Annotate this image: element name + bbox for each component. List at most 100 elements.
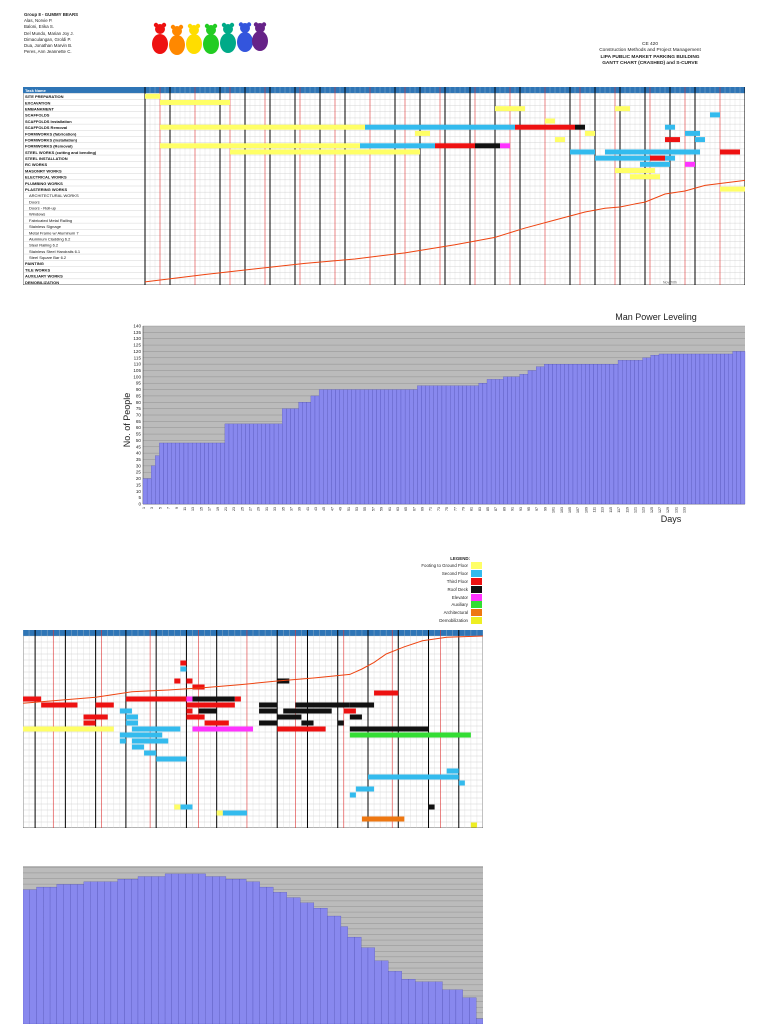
gantt-bar <box>160 99 230 105</box>
bar <box>519 374 524 505</box>
bar <box>259 886 267 1024</box>
gantt-bar <box>160 143 360 149</box>
x-tick-label: 3 <box>150 507 154 509</box>
bar <box>354 936 362 1024</box>
gantt-bar <box>131 726 181 732</box>
legend-label: Footing to Ground Floor <box>421 563 468 569</box>
gantt-bar <box>475 143 500 149</box>
task-name: EMBANKMENT <box>25 107 54 112</box>
bar <box>511 376 516 505</box>
y-tick-label: 80 <box>136 400 142 405</box>
x-tick-label: 83 <box>478 507 482 511</box>
task-name: DEMOBILIZATION <box>25 280 59 285</box>
bar <box>232 879 240 1024</box>
gantt-bar <box>555 137 565 143</box>
task-name: PLUMBING WORKS <box>25 181 63 186</box>
bar <box>572 364 578 505</box>
bar <box>658 353 664 505</box>
course-name: Construction Methods and Project Managem… <box>599 48 701 54</box>
gantt-bar <box>160 124 365 130</box>
x-tick-label: 11 <box>183 507 187 511</box>
gantt-bar <box>470 822 477 828</box>
gantt-bar <box>283 708 332 714</box>
x-tick-label: 13 <box>191 507 195 511</box>
x-tick-label: 97 <box>535 507 539 511</box>
bar <box>124 879 132 1024</box>
bar <box>110 881 118 1024</box>
bar <box>441 385 447 505</box>
bar <box>597 364 602 505</box>
bar <box>359 389 365 505</box>
bar <box>476 1018 483 1024</box>
bar <box>318 389 324 505</box>
x-tick-label: 93 <box>519 507 523 511</box>
x-tick-label: 29 <box>257 507 261 511</box>
task-name: PAINTING <box>25 261 44 266</box>
bar <box>482 383 488 505</box>
bar <box>306 902 315 1024</box>
bar <box>409 389 414 505</box>
y-tick-label: 5 <box>138 495 141 500</box>
x-tick-label: 107 <box>576 507 580 513</box>
bar <box>683 353 688 505</box>
bar <box>507 376 512 505</box>
gantt-bar <box>640 161 670 167</box>
bar <box>435 981 443 1024</box>
legend-swatch <box>471 570 482 578</box>
bar <box>279 892 287 1024</box>
bar <box>613 364 619 505</box>
x-tick-label: 125 <box>650 507 654 513</box>
s-curve-line <box>23 635 483 704</box>
x-tick-label: 111 <box>593 507 597 512</box>
gantt-bar <box>575 124 585 130</box>
x-tick-label: 57 <box>371 507 375 511</box>
gantt-bar <box>301 720 314 726</box>
bar <box>282 408 287 505</box>
bar <box>164 873 172 1024</box>
gantt-bar <box>186 678 193 684</box>
gantt-bar <box>349 726 429 732</box>
bar <box>212 876 220 1024</box>
gantt-bar <box>500 143 510 149</box>
bar <box>400 389 406 505</box>
x-tick-label: 119 <box>625 507 629 513</box>
bar <box>364 389 369 505</box>
chart-title: GANTT CHART (CRASHED) and S-CURVE <box>602 61 698 67</box>
bar <box>104 881 112 1024</box>
gantt-bar <box>95 702 114 708</box>
x-tick-label: 55 <box>363 507 367 511</box>
bar <box>239 879 247 1024</box>
x-tick-label: 105 <box>568 507 572 513</box>
gantt-bar <box>650 155 665 161</box>
bar <box>712 353 717 505</box>
bar <box>638 360 643 505</box>
x-tick-label: 19 <box>216 507 220 511</box>
gantt-bar <box>570 149 595 155</box>
bar <box>361 947 369 1024</box>
y-tick-label: 140 <box>133 324 141 329</box>
bar <box>662 353 668 505</box>
bar <box>347 936 355 1024</box>
gantt-bar <box>230 149 290 155</box>
bar <box>474 385 479 505</box>
task-name: Stainless Signage <box>29 224 62 229</box>
y-tick-label: 25 <box>136 470 142 475</box>
course-code: CE 420 <box>642 42 658 47</box>
gantt-bar <box>125 720 138 726</box>
bar <box>340 926 348 1024</box>
gantt-bar <box>131 744 145 750</box>
bar <box>421 981 430 1024</box>
bar <box>388 971 396 1024</box>
member-name: Dimaculangan, Groldi P. <box>24 36 72 42</box>
bar <box>252 881 260 1024</box>
gantt-bar <box>125 696 187 702</box>
gantt-bar <box>695 137 705 143</box>
bar <box>159 442 164 505</box>
bar <box>433 385 438 505</box>
y-tick-label: 125 <box>133 343 141 348</box>
bar <box>630 360 635 505</box>
bar <box>445 385 451 505</box>
gantt-bar <box>198 708 217 714</box>
x-tick-label: 37 <box>289 507 293 511</box>
gantt-bar <box>186 708 193 714</box>
